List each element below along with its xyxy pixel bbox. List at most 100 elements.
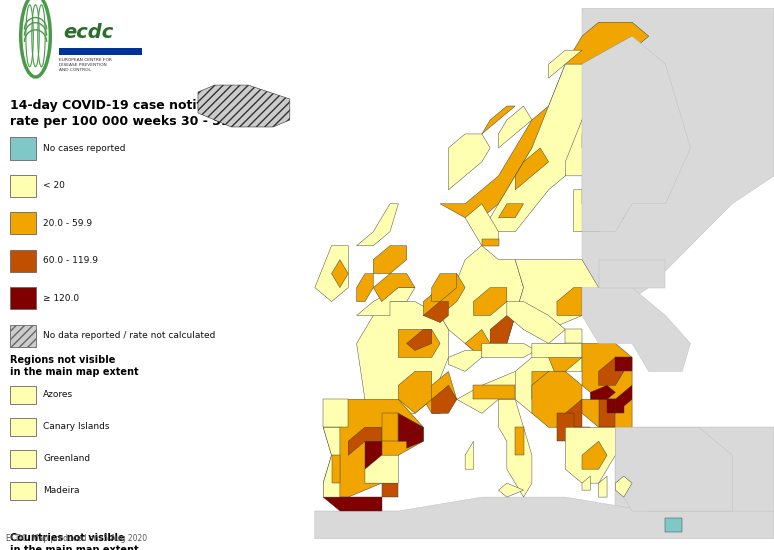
Bar [10,212,36,234]
Text: Madeira: Madeira [43,486,80,494]
Polygon shape [474,288,507,316]
Circle shape [23,1,48,71]
Polygon shape [565,329,582,343]
Polygon shape [406,329,432,350]
Text: 60.0 - 119.9: 60.0 - 119.9 [43,256,98,265]
Polygon shape [357,288,415,316]
Polygon shape [423,371,457,413]
Polygon shape [373,274,415,301]
Text: 14-day COVID-19 case notification
rate per 100 000 weeks 30 - 31: 14-day COVID-19 case notification rate p… [10,99,249,128]
Polygon shape [615,358,632,371]
Polygon shape [315,511,774,539]
Polygon shape [324,427,340,497]
Polygon shape [448,134,490,190]
Polygon shape [399,413,423,441]
Bar [10,324,36,346]
Polygon shape [591,386,615,399]
Polygon shape [481,343,565,358]
Bar [10,175,36,197]
Text: No data reported / rate not calculated: No data reported / rate not calculated [43,331,216,340]
Polygon shape [582,399,632,427]
Bar [10,138,36,160]
Text: < 20: < 20 [43,182,65,190]
Polygon shape [331,455,340,483]
Polygon shape [615,427,732,511]
Bar [10,287,36,309]
Polygon shape [490,316,515,343]
Polygon shape [481,106,515,134]
Polygon shape [490,64,599,232]
Polygon shape [373,246,406,274]
Polygon shape [440,246,523,358]
Polygon shape [565,427,615,483]
Polygon shape [515,260,599,329]
Polygon shape [557,399,582,441]
Text: ecdc: ecdc [63,24,114,42]
Polygon shape [607,399,624,413]
Polygon shape [357,301,448,413]
Polygon shape [582,36,690,232]
Polygon shape [365,455,399,483]
Polygon shape [532,343,582,371]
Polygon shape [324,399,348,427]
Polygon shape [507,301,565,343]
Polygon shape [357,204,399,246]
Polygon shape [357,274,373,301]
Text: ≥ 120.0: ≥ 120.0 [43,294,80,302]
Polygon shape [666,518,682,532]
Polygon shape [582,120,607,148]
Polygon shape [399,329,440,358]
Polygon shape [481,239,498,246]
Polygon shape [582,8,774,316]
Polygon shape [382,483,399,497]
Polygon shape [406,427,423,448]
Bar [10,418,36,436]
Text: EUROPEAN CENTRE FOR
DISEASE PREVENTION
AND CONTROL: EUROPEAN CENTRE FOR DISEASE PREVENTION A… [59,58,112,72]
Polygon shape [348,427,382,455]
Polygon shape [498,106,532,148]
Polygon shape [574,427,591,441]
Polygon shape [365,441,382,469]
Polygon shape [599,120,632,162]
Polygon shape [448,350,481,371]
Polygon shape [198,85,289,127]
Polygon shape [382,413,399,441]
Text: 20.0 - 59.9: 20.0 - 59.9 [43,219,93,228]
Polygon shape [582,441,607,469]
Polygon shape [582,288,690,371]
Polygon shape [315,497,774,539]
Polygon shape [599,476,607,497]
Bar [59,48,142,55]
Polygon shape [591,218,615,225]
Polygon shape [399,371,432,413]
Polygon shape [331,260,348,288]
Polygon shape [465,329,490,358]
Polygon shape [515,427,523,455]
Polygon shape [498,204,523,218]
Bar [10,386,36,404]
Polygon shape [599,260,666,288]
Polygon shape [423,274,465,316]
Polygon shape [423,301,448,322]
Polygon shape [498,399,532,497]
Text: ECDC. Map produced on: 5 Aug 2020: ECDC. Map produced on: 5 Aug 2020 [6,535,147,543]
Polygon shape [432,274,457,301]
Text: Azores: Azores [43,390,74,399]
Polygon shape [324,399,423,497]
Polygon shape [515,358,565,413]
Polygon shape [532,371,565,413]
Polygon shape [324,497,382,511]
Bar [10,482,36,500]
Polygon shape [582,190,624,204]
Polygon shape [515,148,549,190]
Bar [10,250,36,272]
Polygon shape [557,288,582,316]
Polygon shape [432,386,457,413]
Polygon shape [315,246,348,301]
Polygon shape [574,190,624,232]
Polygon shape [582,343,632,399]
Polygon shape [465,441,474,469]
Polygon shape [532,371,582,427]
Polygon shape [615,427,774,539]
Polygon shape [599,358,624,386]
